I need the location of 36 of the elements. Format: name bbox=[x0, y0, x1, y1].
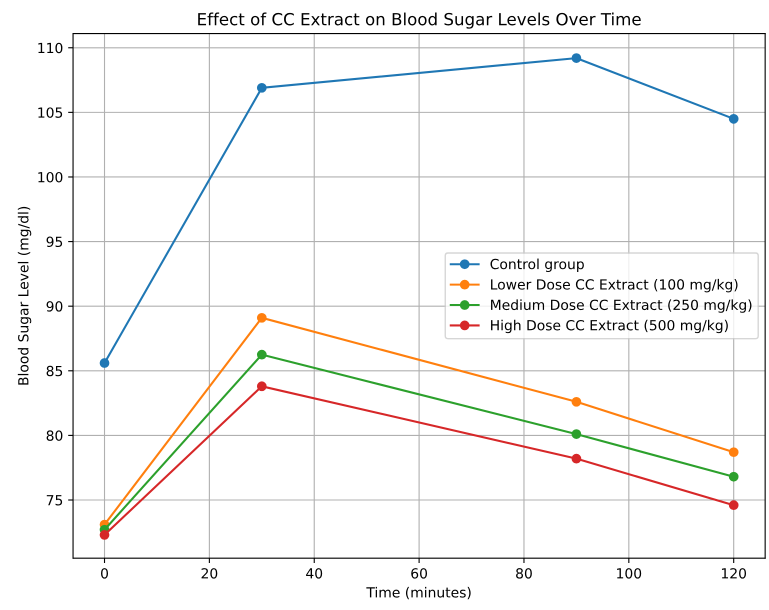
x-tick-label: 40 bbox=[306, 568, 322, 579]
x-tick-label: 120 bbox=[722, 568, 746, 579]
point bbox=[572, 396, 582, 407]
y-tick-label: 90 bbox=[46, 301, 62, 312]
y-tick-label: 100 bbox=[38, 172, 62, 182]
point bbox=[728, 500, 739, 510]
point bbox=[256, 381, 267, 392]
x-tick-label: 60 bbox=[411, 568, 428, 579]
x-axis-title: Time (minutes) bbox=[366, 586, 471, 600]
y-tick-label: 95 bbox=[46, 236, 62, 248]
y-tick-label: 75 bbox=[46, 495, 62, 506]
y-axis-title: Blood Sugar Level (mg/dl) bbox=[18, 206, 32, 385]
point bbox=[728, 447, 739, 458]
x-tick-label: 80 bbox=[516, 568, 532, 579]
point bbox=[100, 530, 110, 540]
x-tick-label: 0 bbox=[101, 568, 108, 579]
point bbox=[572, 429, 582, 439]
legend-label: Medium Dose CC Extract (250 mg/kg) bbox=[491, 299, 752, 313]
y-tick-label: 105 bbox=[38, 107, 62, 118]
point bbox=[256, 312, 267, 323]
y-tick-label: 110 bbox=[38, 42, 62, 54]
chart-title: Effect of CC Extract on Blood Sugar Levels Over Time bbox=[198, 12, 641, 29]
point bbox=[100, 358, 110, 368]
legend-label: Control group bbox=[490, 258, 584, 272]
point bbox=[728, 472, 739, 482]
point bbox=[572, 454, 582, 464]
x-tick-label: 100 bbox=[617, 568, 642, 579]
x-tick-label: 20 bbox=[202, 568, 218, 579]
point bbox=[572, 53, 582, 63]
y-tick-label: 80 bbox=[46, 430, 62, 441]
point bbox=[256, 82, 267, 93]
point bbox=[728, 114, 739, 124]
point bbox=[256, 350, 267, 360]
legend-label: High Dose CC Extract (500 mg/kg) bbox=[491, 320, 728, 334]
y-tick-label: 85 bbox=[46, 366, 62, 376]
legend-label: Lower Dose CC Extract (100 mg/kg) bbox=[491, 278, 738, 292]
